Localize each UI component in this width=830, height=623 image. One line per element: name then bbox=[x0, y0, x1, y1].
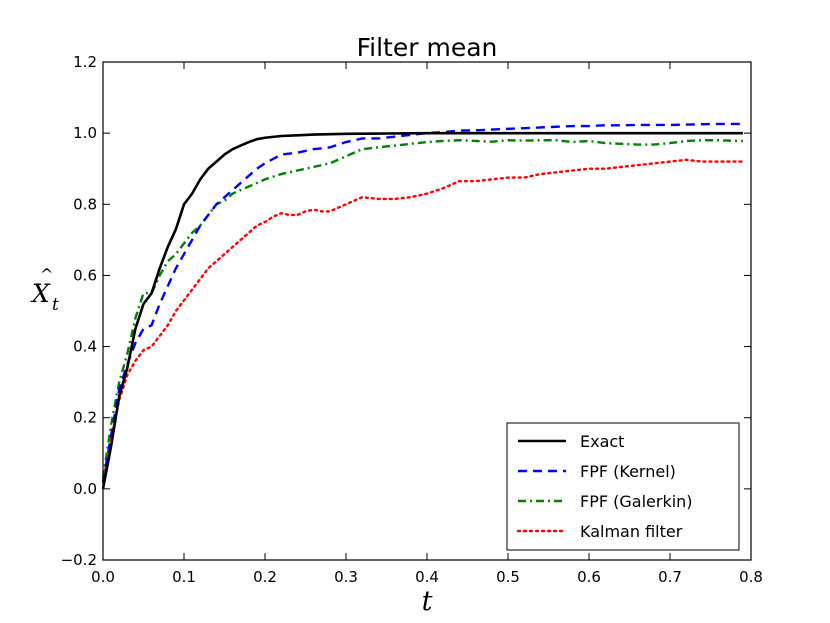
x-tick-label: 0.6 bbox=[577, 568, 601, 586]
legend-label: FPF (Galerkin) bbox=[580, 492, 693, 511]
series-line-kalman-filter bbox=[101, 158, 745, 483]
legend-label: Kalman filter bbox=[580, 522, 683, 541]
legend-item: Exact bbox=[518, 432, 624, 451]
y-tick-label: 0.0 bbox=[73, 480, 97, 498]
legend: Exact FPF (Kernel) FPF (Galerkin) Kalman fi… bbox=[506, 422, 740, 551]
chart-title: Filter mean bbox=[357, 33, 498, 62]
y-tick-label: 0.8 bbox=[73, 195, 97, 213]
series-line-exact bbox=[101, 131, 743, 490]
y-axis-label-base: X bbox=[30, 279, 51, 308]
x-tick-label: 0.4 bbox=[415, 568, 439, 586]
legend-item: FPF (Kernel) bbox=[518, 462, 676, 481]
legend-box bbox=[506, 422, 740, 551]
series-line-fpf-galerkin bbox=[101, 139, 743, 479]
legend-item: FPF (Galerkin) bbox=[518, 492, 693, 511]
legend-item: Kalman filter bbox=[516, 522, 683, 541]
x-tick-label: 0.1 bbox=[172, 568, 196, 586]
y-tick-label: −0.2 bbox=[61, 551, 97, 569]
y-tick-label: 0.2 bbox=[73, 409, 97, 427]
legend-label: FPF (Kernel) bbox=[580, 462, 676, 481]
y-tick-label: 1.0 bbox=[73, 124, 97, 142]
x-tick-label: 0.0 bbox=[91, 568, 115, 586]
series-lines bbox=[101, 122, 745, 490]
y-tick-label: 0.4 bbox=[73, 338, 97, 356]
legend-items: Exact FPF (Kernel) FPF (Galerkin) Kalman fi… bbox=[516, 432, 693, 541]
x-tick-label: 0.5 bbox=[496, 568, 520, 586]
legend-label: Exact bbox=[580, 432, 624, 451]
y-axis-label-hat: ^ bbox=[40, 265, 53, 284]
y-axis-label: X ^ t bbox=[30, 265, 59, 315]
x-tick-label: 0.7 bbox=[658, 568, 682, 586]
axis-ticks: 0.0 0.1 0.2 0.3 0.4 0.5 0.6 0.7 0.8−0.20.00.20.4… bbox=[61, 53, 763, 586]
x-axis-label-text: t bbox=[422, 586, 433, 617]
x-tick-label: 0.8 bbox=[739, 568, 763, 586]
plot-area: 0.0 0.1 0.2 0.3 0.4 0.5 0.6 0.7 0.8−0.20.00.20.4… bbox=[61, 53, 763, 586]
x-axis-label: t bbox=[422, 586, 433, 617]
y-axis-label-subscript: t bbox=[52, 295, 59, 315]
y-tick-label: 1.2 bbox=[73, 53, 97, 71]
x-tick-label: 0.2 bbox=[253, 568, 277, 586]
y-tick-label: 0.6 bbox=[73, 266, 97, 284]
x-tick-label: 0.3 bbox=[334, 568, 358, 586]
series-line-fpf-kernel bbox=[101, 122, 743, 482]
